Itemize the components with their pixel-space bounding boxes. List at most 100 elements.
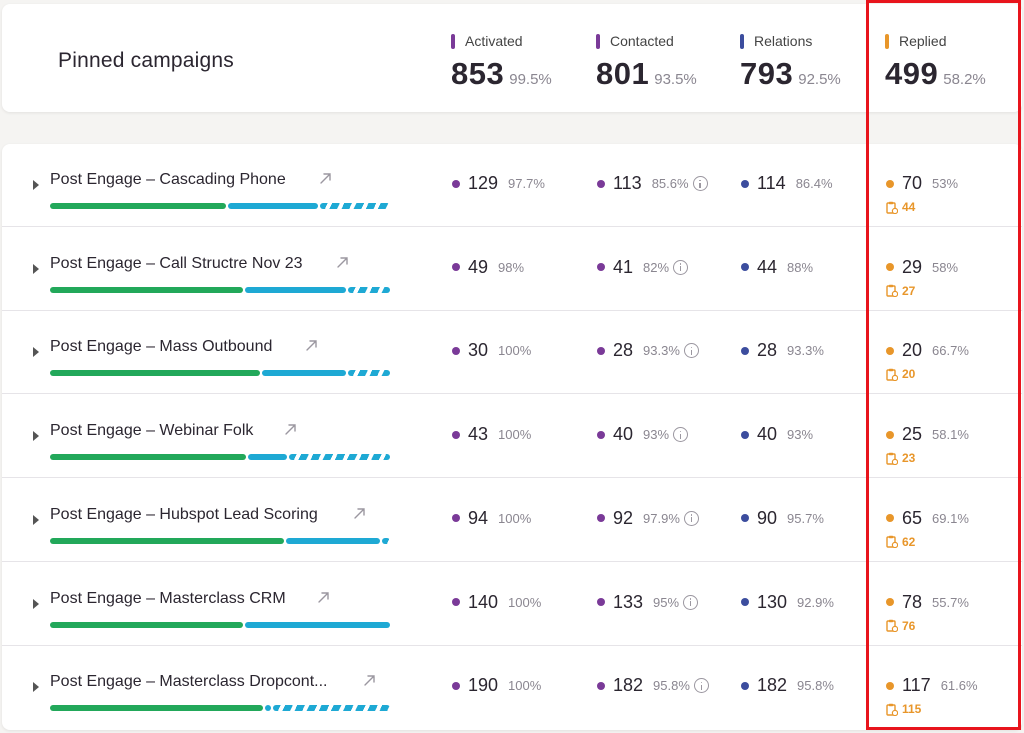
relations-dot: [741, 179, 749, 188]
campaign-row[interactable]: Post Engage – Hubspot Lead Scoring 94 10…: [2, 479, 1022, 562]
contacted-percent: 82%: [643, 259, 670, 275]
progress-segment-pending: [347, 370, 390, 377]
contacted-dot: [597, 514, 605, 523]
progress-segment-done: [50, 705, 263, 712]
campaign-name[interactable]: Post Engage – Mass Outbound: [50, 338, 273, 356]
expand-caret-icon[interactable]: [33, 180, 39, 190]
replied-percent: 58%: [932, 259, 959, 275]
replied-sub-value: 23: [902, 451, 916, 466]
stat-percent: 99.5%: [509, 71, 552, 88]
relations-dot: [741, 681, 749, 690]
clipboard-icon: [886, 619, 898, 632]
metric-contacted: 40 93%: [597, 424, 689, 445]
progress-segment-done: [50, 286, 243, 293]
replied-sub-count: 115: [886, 702, 921, 716]
activated-percent: 100%: [508, 678, 542, 694]
stat-label: Contacted: [610, 33, 674, 49]
metric-relations: 28 93.3%: [741, 340, 824, 361]
campaign-row[interactable]: Post Engage – Masterclass CRM 140 100% 1…: [2, 563, 1022, 646]
stat-percent: 58.2%: [943, 71, 986, 88]
campaign-name[interactable]: Post Engage – Webinar Folk: [50, 422, 254, 440]
relations-dot: [741, 598, 749, 606]
stat-activated: Activated 853 99.5%: [451, 32, 552, 92]
activated-value: 49: [468, 256, 489, 277]
replied-dot: [886, 681, 894, 690]
relations-value: 130: [757, 591, 788, 612]
contacted-dot: [597, 179, 605, 188]
activated-value: 94: [468, 507, 489, 528]
clipboard-icon: [886, 703, 898, 716]
replied-sub-value: 44: [902, 200, 916, 214]
replied-percent: 66.7%: [932, 343, 969, 359]
external-link-icon[interactable]: [362, 672, 378, 688]
metric-activated: 190 100%: [452, 675, 541, 696]
external-link-icon[interactable]: [318, 170, 334, 186]
contacted-dot: [597, 681, 605, 690]
external-link-icon[interactable]: [283, 421, 299, 437]
relations-value: 90: [757, 507, 778, 528]
info-icon[interactable]: [673, 259, 689, 275]
relations-value: 28: [757, 340, 778, 361]
campaign-name[interactable]: Post Engage – Masterclass Dropcont...: [50, 673, 328, 691]
replied-sub-value: 62: [902, 534, 916, 549]
campaign-name[interactable]: Post Engage – Cascading Phone: [50, 171, 286, 188]
campaign-row[interactable]: Post Engage – Cascading Phone 129 97.7% …: [2, 144, 1022, 227]
relations-percent: 86.4%: [795, 176, 833, 191]
external-link-icon[interactable]: [335, 254, 351, 270]
activated-percent: 100%: [508, 594, 542, 610]
info-icon[interactable]: [683, 594, 699, 610]
expand-caret-icon[interactable]: [33, 347, 39, 358]
expand-caret-icon[interactable]: [33, 514, 39, 525]
metric-relations: 40 93%: [741, 424, 813, 445]
expand-caret-icon[interactable]: [33, 263, 39, 274]
clipboard-icon: [886, 536, 898, 549]
relations-dot: [741, 263, 749, 272]
activated-percent: 97.7%: [508, 176, 545, 191]
campaign-progress-bar: [50, 203, 392, 209]
page-title: Pinned campaigns: [58, 49, 234, 72]
progress-segment-active: [285, 537, 380, 544]
relations-value: 114: [757, 173, 786, 193]
external-link-icon[interactable]: [304, 337, 320, 353]
metric-contacted: 28 93.3%: [597, 340, 699, 361]
expand-caret-icon[interactable]: [33, 598, 39, 609]
external-link-icon[interactable]: [316, 589, 332, 605]
info-icon[interactable]: [692, 176, 708, 191]
campaign-progress-bar: [50, 370, 392, 377]
info-icon[interactable]: [683, 343, 699, 359]
info-icon[interactable]: [693, 678, 709, 694]
clipboard-icon: [886, 452, 898, 465]
campaign-row[interactable]: Post Engage – Mass Outbound 30 100% 28 9…: [2, 311, 1022, 395]
campaign-row[interactable]: Post Engage – Call Structre Nov 23 49 98…: [2, 228, 1022, 311]
activated-dot: [452, 514, 460, 523]
clipboard-icon: [886, 201, 898, 214]
summary-card: Pinned campaigns Activated 853 99.5% Cont…: [2, 4, 1022, 112]
info-icon[interactable]: [683, 510, 699, 526]
replied-percent: 55.7%: [932, 594, 969, 610]
campaign-name[interactable]: Post Engage – Call Structre Nov 23: [50, 254, 303, 272]
contacted-percent: 85.6%: [651, 176, 689, 191]
metric-contacted: 41 82%: [597, 257, 689, 278]
relations-percent: 88%: [787, 259, 814, 275]
metric-relations: 90 95.7%: [741, 508, 824, 529]
metric-replied: 20 66.7%: [886, 340, 969, 361]
campaign-progress-bar: [50, 705, 392, 712]
expand-caret-icon[interactable]: [33, 431, 39, 442]
progress-segment-pending: [347, 286, 390, 293]
relations-dot: [741, 430, 749, 439]
campaign-row[interactable]: Post Engage – Masterclass Dropcont... 19…: [2, 646, 1022, 729]
progress-segment-pending: [272, 705, 391, 712]
campaign-row[interactable]: Post Engage – Webinar Folk 43 100% 40 93…: [2, 395, 1022, 479]
progress-segment-pending: [289, 454, 390, 461]
relations-dot: [741, 514, 749, 523]
metric-replied: 78 55.7%: [886, 592, 969, 613]
expand-caret-icon[interactable]: [33, 682, 39, 693]
info-icon[interactable]: [673, 427, 689, 443]
campaign-name[interactable]: Post Engage – Masterclass CRM: [50, 589, 286, 607]
campaign-name[interactable]: Post Engage – Hubspot Lead Scoring: [50, 505, 318, 523]
replied-value: 70: [902, 173, 923, 193]
campaign-progress-bar: [50, 286, 392, 293]
clipboard-icon: [886, 284, 898, 298]
external-link-icon[interactable]: [352, 505, 368, 521]
replied-value: 20: [902, 340, 923, 361]
